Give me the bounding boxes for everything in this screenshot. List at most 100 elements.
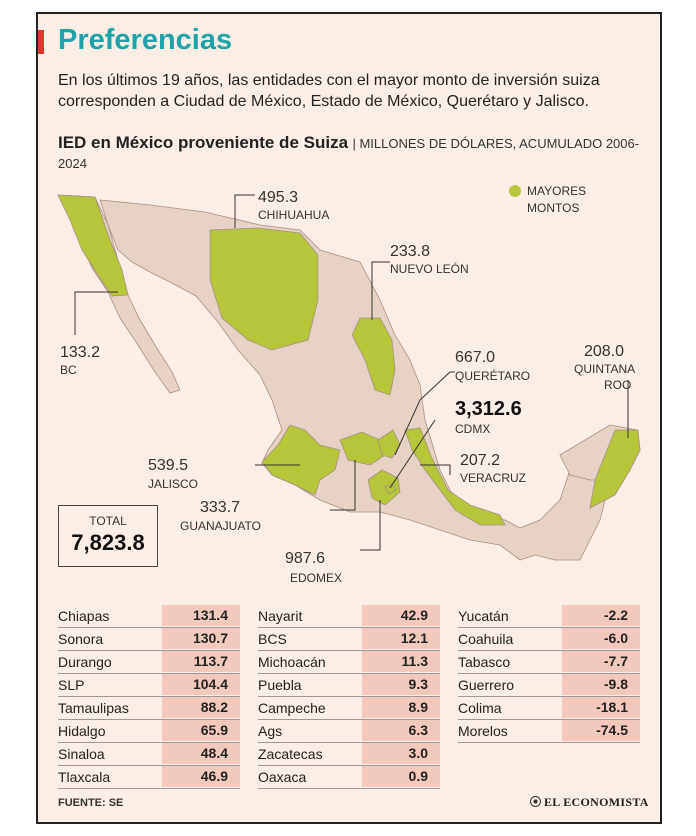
brand-logo: EL ECONOMISTA (530, 795, 649, 810)
row-value: 113.7 (162, 651, 240, 672)
table-column-2: Nayarit 42.9 BCS 12.1 Michoacán 11.3 Puebla… (258, 605, 440, 789)
row-value: -9.8 (562, 674, 640, 695)
state-cdmx (384, 483, 397, 495)
row-value: 9.3 (362, 674, 440, 695)
row-value: -2.2 (562, 605, 640, 626)
table-row: Guerrero -9.8 (458, 674, 640, 697)
table-row: Puebla 9.3 (258, 674, 440, 697)
table-row: Oaxaca 0.9 (258, 766, 440, 789)
brand-name: EL ECONOMISTA (544, 795, 649, 809)
row-value: -74.5 (562, 720, 640, 741)
legend-label-line1: MAYORES (527, 184, 586, 198)
row-value: 42.9 (362, 605, 440, 626)
row-value: 65.9 (162, 720, 240, 741)
row-state: BCS (258, 631, 287, 647)
row-state: Tlaxcala (58, 769, 111, 785)
callout-label-guanajuato: GUANAJUATO (180, 519, 261, 533)
callout-value-edomex: 987.6 (285, 550, 325, 567)
table-row: Hidalgo 65.9 (58, 720, 240, 743)
title-accent-bar (38, 30, 44, 54)
state-jalisco (261, 424, 341, 496)
row-state: Hidalgo (58, 723, 106, 739)
table-column-1: Chiapas 131.4 Sonora 130.7 Durango 113.7 SL… (58, 605, 240, 789)
callout-label-edomex: EDOMEX (290, 571, 342, 585)
row-state: Puebla (258, 677, 302, 693)
row-value: -18.1 (562, 697, 640, 718)
row-value: 130.7 (162, 628, 240, 649)
row-value: 8.9 (362, 697, 440, 718)
row-state: Coahuila (458, 631, 514, 647)
row-value: -6.0 (562, 628, 640, 649)
row-value: 11.3 (362, 651, 440, 672)
total-label: TOTAL (89, 514, 127, 528)
callout-label-queretaro: QUERÉTARO (455, 368, 530, 383)
callout-label-jalisco: JALISCO (148, 477, 198, 491)
table-column-3: Yucatán -2.2 Coahuila -6.0 Tabasco -7.7 Gue… (458, 605, 640, 743)
row-state: Sonora (58, 631, 104, 647)
row-state: Michoacán (258, 654, 326, 670)
total-value: 7,823.8 (71, 530, 145, 555)
row-value: 3.0 (362, 743, 440, 764)
row-state: Tamaulipas (58, 700, 129, 716)
row-state: Oaxaca (258, 769, 307, 785)
legend-label-line2: MONTOS (527, 201, 579, 215)
legend-swatch (509, 185, 521, 197)
row-value: 12.1 (362, 628, 440, 649)
callout-label-quintana-roo-2: ROO (604, 378, 631, 392)
callout-label-chihuahua: CHIHUAHUA (258, 208, 329, 222)
state-veracruz (404, 427, 506, 526)
row-state: Nayarit (258, 608, 303, 624)
callout-label-veracruz: VERACRUZ (460, 471, 526, 485)
state-nuevo-leon (351, 317, 396, 396)
row-value: 46.9 (162, 766, 240, 787)
table-row: BCS 12.1 (258, 628, 440, 651)
highlighted-states (57, 194, 641, 526)
table-row: Chiapas 131.4 (58, 605, 240, 628)
row-value: 48.4 (162, 743, 240, 764)
table-row: Zacatecas 3.0 (258, 743, 440, 766)
table-row: Coahuila -6.0 (458, 628, 640, 651)
table-row: Tabasco -7.7 (458, 651, 640, 674)
state-edomex (367, 469, 401, 506)
row-value: 131.4 (162, 605, 240, 626)
callout-value-nuevo-leon: 233.8 (390, 243, 430, 260)
chart-unit: | MILLONES DE DÓLARES, ACUMULADO 2006-20… (58, 136, 640, 171)
table-row: Durango 113.7 (58, 651, 240, 674)
callout-label-nuevo-leon: NUEVO LEÓN (390, 261, 469, 276)
state-bc (57, 194, 129, 297)
row-value: 104.4 (162, 674, 240, 695)
brand-globe-icon (530, 796, 541, 807)
row-value: 6.3 (362, 720, 440, 741)
state-chihuahua (209, 227, 319, 351)
table-row: Tlaxcala 46.9 (58, 766, 240, 789)
table-row: Colima -18.1 (458, 697, 640, 720)
row-value: -7.7 (562, 651, 640, 672)
row-state: SLP (58, 677, 85, 693)
state-queretaro (377, 429, 401, 459)
callout-lines (74, 194, 629, 551)
callout-value-chihuahua: 495.3 (258, 189, 298, 206)
state-quintana-roo (589, 429, 641, 509)
row-state: Tabasco (458, 654, 511, 670)
table-row: Michoacán 11.3 (258, 651, 440, 674)
chart-subtitle: IED en México proveniente de Suiza | MIL… (58, 133, 658, 174)
callout-value-cdmx: 3,312.6 (455, 398, 522, 420)
total-box: TOTAL 7,823.8 (58, 505, 158, 567)
callout-value-bc: 133.2 (60, 344, 100, 361)
table-row: Sinaloa 48.4 (58, 743, 240, 766)
row-state: Durango (58, 654, 112, 670)
row-state: Morelos (458, 723, 508, 739)
callout-label-bc: BC (60, 363, 77, 377)
table-row: Tamaulipas 88.2 (58, 697, 240, 720)
table-row: Campeche 8.9 (258, 697, 440, 720)
table-row: Ags 6.3 (258, 720, 440, 743)
callout-value-veracruz: 207.2 (460, 452, 500, 469)
table-row: Nayarit 42.9 (258, 605, 440, 628)
page-title: Preferencias (58, 24, 233, 56)
callout-value-quintana-roo: 208.0 (584, 343, 624, 360)
callout-value-queretaro: 667.0 (455, 349, 495, 366)
callout-label-quintana-roo: QUINTANA (574, 362, 635, 376)
table-row: Morelos -74.5 (458, 720, 640, 743)
row-state: Ags (258, 723, 283, 739)
